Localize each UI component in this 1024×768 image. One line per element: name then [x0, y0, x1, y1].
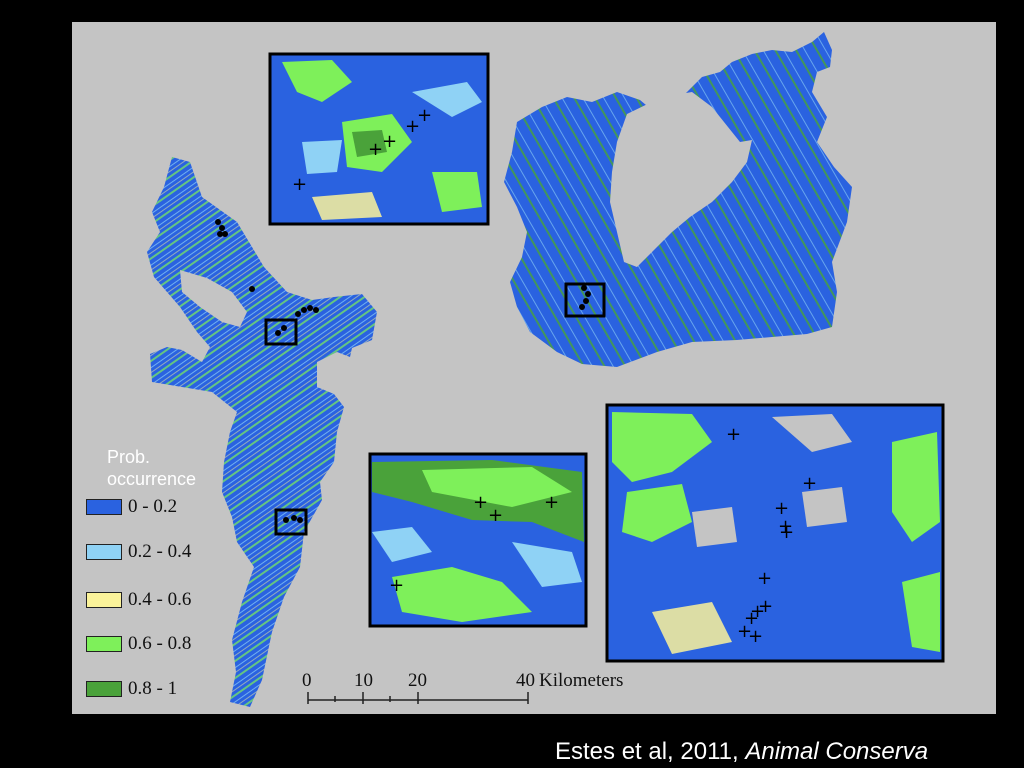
scale-tick-0: 0 [302, 670, 312, 691]
legend-item: 0 - 0.2 [86, 496, 178, 517]
legend-title: Prob. occurrence [107, 447, 197, 489]
citation: Estes et al, 2011, Animal Conserva [555, 738, 928, 766]
map-panel: + + + + + + + + + [72, 22, 996, 714]
inset-middle: + + + + [368, 452, 588, 628]
occurrence-marker: + [405, 116, 420, 137]
occurrence-marker: + [748, 626, 763, 647]
scale-tick-10: 10 [354, 670, 373, 691]
legend-swatch [86, 681, 122, 697]
legend-label: 0.4 - 0.6 [128, 589, 192, 610]
occurrence-marker: + [757, 568, 772, 589]
occurrence-marker: + [726, 424, 741, 445]
locator-box-middle [274, 508, 308, 536]
inset-bottom-right: + + + + + + + + + + + [605, 403, 945, 663]
scale-bar [307, 692, 529, 704]
legend-label: 0.2 - 0.4 [128, 541, 192, 562]
occurrence-points [215, 219, 591, 523]
locator-box-top [264, 318, 298, 346]
legend-item: 0.8 - 1 [86, 678, 178, 699]
legend-item: 0.4 - 0.6 [86, 589, 192, 610]
occurrence-marker: + [473, 492, 488, 513]
legend-swatch [86, 544, 122, 560]
habitat-suitability-map: + + + + + + + + + [147, 32, 945, 707]
legend-label: 0.6 - 0.8 [128, 633, 192, 654]
legend-item: 0.2 - 0.4 [86, 541, 192, 562]
occurrence-marker: + [778, 516, 793, 537]
legend-label: 0 - 0.2 [128, 496, 178, 517]
occurrence-marker: + [802, 473, 817, 494]
occurrence-marker: + [389, 575, 404, 596]
inset-top: + + + + + [268, 52, 490, 226]
legend-item: 0.6 - 0.8 [86, 633, 192, 654]
occurrence-marker: + [292, 174, 307, 195]
scale-tick-40: 40 [516, 670, 535, 691]
occurrence-marker: + [750, 601, 765, 622]
legend-swatch [86, 499, 122, 515]
occurrence-marker: + [488, 505, 503, 526]
west-island-landmass [147, 157, 377, 707]
occurrence-marker: + [737, 621, 752, 642]
citation-journal: Animal Conserva [745, 738, 929, 765]
scale-unit: Kilometers [539, 670, 624, 691]
occurrence-marker: + [544, 492, 559, 513]
occurrence-marker: + [779, 522, 794, 543]
legend-label: 0.8 - 1 [128, 678, 178, 699]
occurrence-marker: + [382, 131, 397, 152]
east-island-lagoon [610, 92, 752, 267]
locator-box-bottom-right [564, 282, 606, 318]
west-island-lake [180, 270, 247, 327]
legend-swatch [86, 636, 122, 652]
citation-authors: Estes et al, 2011, [555, 738, 739, 765]
occurrence-marker: + [744, 608, 759, 629]
occurrence-marker: + [774, 498, 789, 519]
occurrence-marker: + [368, 139, 383, 160]
occurrence-marker: + [417, 105, 432, 126]
scale-tick-20: 20 [408, 670, 427, 691]
occurrence-marker: + [758, 596, 773, 617]
legend-swatch [86, 592, 122, 608]
